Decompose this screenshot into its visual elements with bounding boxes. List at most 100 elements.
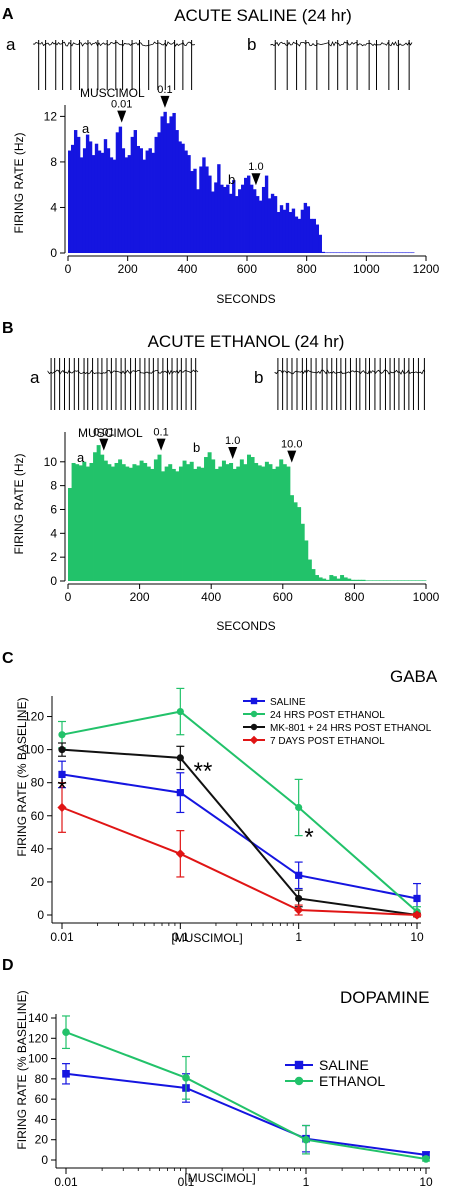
plotC-marker xyxy=(176,789,184,797)
histA-bar xyxy=(348,252,352,254)
histA-bar xyxy=(136,145,140,253)
histA-bar xyxy=(139,148,143,253)
panel-c-plot: 0 20 40 60 80 100 120 0.01 0.1 1 10 xyxy=(24,687,424,944)
histB-bar xyxy=(329,575,334,581)
histB-bar xyxy=(332,576,337,581)
histB-bar xyxy=(204,457,209,581)
histA-xtick-label: 1200 xyxy=(413,262,440,276)
histA-bar xyxy=(121,148,126,253)
histA-bar xyxy=(223,186,227,253)
plotC-marker xyxy=(295,871,303,879)
histA-bar xyxy=(354,252,358,254)
panel-a-segment-a: a xyxy=(82,121,90,136)
plotC-marker xyxy=(412,910,422,920)
histB-bar xyxy=(289,495,294,581)
panel-b: B ACUTE ETHANOL (24 hr) a b MUSCIMOL a b… xyxy=(2,320,440,633)
panel-c: C GABA 0 20 40 60 80 100 120 0.01 0.1 1 10 SALINE … xyxy=(2,650,438,945)
histA-bar xyxy=(193,168,197,253)
histB-xtick-label: 200 xyxy=(130,590,150,604)
histB-bar xyxy=(268,464,273,581)
histA-bar xyxy=(276,212,281,253)
plotC-marker xyxy=(413,894,421,903)
histA-bar xyxy=(85,134,90,253)
histA-bar xyxy=(333,252,337,254)
histA-bar xyxy=(330,252,334,254)
histA-bar xyxy=(291,208,296,253)
panel-a-axes: FIRING RATE (Hz) SECONDS 0 200 400 600 800 10… xyxy=(12,105,440,306)
histB-bar xyxy=(171,468,176,581)
histB-bar xyxy=(157,454,162,581)
traceB1-baseline xyxy=(274,369,426,375)
histB-bar xyxy=(96,445,101,581)
histA-bar xyxy=(336,252,340,254)
traceA0-baseline xyxy=(32,41,196,47)
histA-bar xyxy=(393,252,397,254)
panel-c-title: GABA xyxy=(390,667,438,686)
histA-bar xyxy=(190,171,194,253)
legendC-swatch-marker xyxy=(250,723,258,731)
histA-dose-arrow xyxy=(251,173,261,186)
histA-bar xyxy=(252,189,257,253)
histA-bar xyxy=(264,175,269,253)
panel-b-trace-a xyxy=(47,358,199,410)
histA-bar xyxy=(181,143,185,253)
plotD-ytick-label: 80 xyxy=(35,1072,49,1086)
histB-bar xyxy=(239,459,244,581)
histB-xtick-label: 600 xyxy=(273,590,293,604)
histA-bar xyxy=(199,166,203,253)
histA-bar xyxy=(151,152,155,253)
histA-bar xyxy=(196,189,200,253)
histA-bar xyxy=(258,200,263,253)
histA-bar xyxy=(405,252,409,254)
histB-bar xyxy=(100,454,105,581)
panel-c-significance: * ** * xyxy=(57,758,313,851)
traceB0-baseline xyxy=(47,369,199,375)
histB-bar xyxy=(304,540,309,581)
histB-ytick-label: 8 xyxy=(50,479,57,493)
histB-bar xyxy=(279,459,284,581)
histB-bar xyxy=(261,466,266,581)
histA-bar xyxy=(79,157,84,253)
panel-b-axes: FIRING RATE (Hz) SECONDS 0 200 400 600 800 10… xyxy=(12,432,440,633)
histA-dose-label: 0.01 xyxy=(111,99,132,111)
histA-ytick-label: 4 xyxy=(50,200,57,214)
histA-bar xyxy=(157,132,161,253)
histB-bar xyxy=(350,579,355,581)
histA-bar xyxy=(288,212,293,253)
histA-bar xyxy=(94,143,99,253)
histA-xtick-label: 0 xyxy=(65,262,72,276)
histB-bar xyxy=(400,580,405,581)
histB-bar xyxy=(110,466,115,581)
histB-xtick-label: 400 xyxy=(201,590,221,604)
panel-a-letter: A xyxy=(2,6,14,23)
histA-bar xyxy=(390,252,394,254)
panel-c-ylabel: FIRING RATE (% BASELINE) xyxy=(15,697,29,856)
histB-bar xyxy=(243,464,248,581)
plotC-ytick-label: 60 xyxy=(31,809,45,823)
histA-bar xyxy=(384,252,388,254)
legendD-swatch-marker xyxy=(294,1060,304,1070)
histA-bar xyxy=(184,150,188,253)
histA-bar xyxy=(217,164,221,253)
histA-bar xyxy=(402,252,406,254)
panel-a-title: ACUTE SALINE (24 hr) xyxy=(174,6,352,25)
histB-bar xyxy=(311,569,316,581)
histB-bar xyxy=(161,471,166,581)
legendC-swatch-marker xyxy=(250,710,258,718)
plotC-ytick-label: 40 xyxy=(31,842,45,856)
panel-a-ylabel: FIRING RATE (Hz) xyxy=(12,132,26,233)
histA-bar xyxy=(244,177,248,253)
histB-bar xyxy=(272,468,277,581)
plotC-series-line xyxy=(61,773,418,900)
histB-bar xyxy=(89,462,94,581)
histA-bar xyxy=(372,252,376,254)
histA-bar xyxy=(342,252,346,254)
histA-xtick-label: 200 xyxy=(118,262,138,276)
histA-dose-arrow xyxy=(160,95,170,108)
histB-bar xyxy=(225,464,230,581)
histA-bar xyxy=(297,218,302,253)
histB-dose-arrow xyxy=(228,446,238,459)
plotD-series-line xyxy=(65,1072,427,1156)
panel-a-histogram xyxy=(68,111,415,254)
histA-bar xyxy=(255,196,260,253)
